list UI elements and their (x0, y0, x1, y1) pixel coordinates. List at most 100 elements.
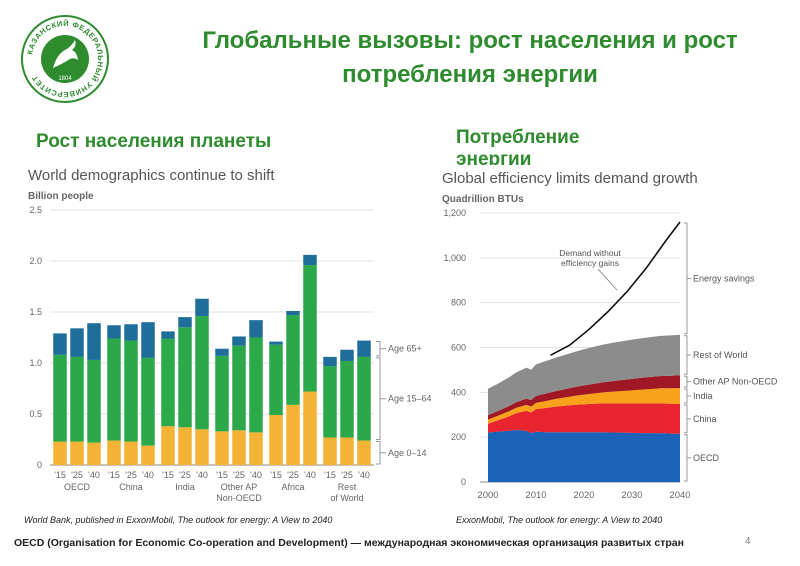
y-axis-label: Quadrillion BTUs (442, 194, 524, 205)
bar-segment (195, 316, 209, 430)
x-tick-label: '15 (324, 470, 336, 480)
bar-segment (178, 427, 192, 465)
bar-segment (340, 349, 354, 361)
y-tick-label: 2.0 (29, 256, 42, 266)
bar-segment (195, 429, 209, 465)
bar-segment (141, 445, 155, 465)
bar-segment (286, 310, 300, 316)
footnote: OECD (Organisation for Economic Co-opera… (14, 537, 684, 549)
energy-chart: Global efficiency limits demand growth Qu… (442, 170, 778, 501)
legend-bracket (684, 222, 691, 335)
bar-segment (340, 437, 354, 465)
legend-label: Age 0–14 (388, 448, 427, 458)
x-tick-label: 2010 (525, 490, 546, 501)
bar-segment (357, 356, 371, 441)
bar-segment (303, 391, 317, 465)
bar-segment (107, 325, 121, 339)
bar-segment (178, 327, 192, 428)
bar-segment (124, 340, 138, 442)
x-tick-label: '25 (179, 470, 191, 480)
area-series (488, 403, 680, 434)
bar-segment (232, 430, 246, 465)
legend-label: OECD (693, 453, 720, 463)
legend-label: Rest of World (693, 350, 747, 360)
left-subtitle: Рост населения планеты (36, 131, 272, 152)
bar-segment (87, 323, 101, 360)
y-tick-label: 600 (451, 343, 466, 353)
bar-segment (323, 437, 337, 465)
bar-segment (232, 345, 246, 431)
bar-segment (53, 441, 67, 465)
legend-bracket (684, 375, 691, 388)
legend-bracket (684, 434, 691, 482)
demand-line-pointer (597, 268, 618, 291)
dragon-icon (53, 40, 78, 68)
bar-segment (70, 328, 84, 357)
x-tick-label: '40 (196, 470, 208, 480)
area-series (488, 334, 680, 416)
legend-bracket (376, 357, 386, 441)
x-tick-label: 2000 (477, 490, 498, 501)
y-axis-label: Billion people (28, 191, 94, 202)
legend-bracket (684, 335, 691, 375)
bar-segment (161, 426, 175, 465)
y-tick-label: 800 (451, 298, 466, 308)
bar-segment (70, 356, 84, 442)
y-tick-label: 0 (37, 460, 42, 470)
bar-segment (53, 354, 67, 442)
legend-bracket (376, 441, 386, 465)
area-series (488, 429, 680, 482)
group-label: India (175, 482, 195, 492)
right-source: ExxonMobil, The outlook for energy: A Vi… (456, 515, 663, 525)
bar-segment (141, 357, 155, 446)
legend-bracket (684, 404, 691, 434)
bar-segment (178, 317, 192, 328)
bar-segment (107, 440, 121, 465)
bar-segment (161, 331, 175, 339)
x-tick-label: '40 (304, 470, 316, 480)
x-tick-label: '15 (108, 470, 120, 480)
energy-savings-label: Energy savings (693, 273, 755, 283)
chart-title: Global efficiency limits demand growth (442, 170, 698, 187)
bar-segment (107, 338, 121, 441)
x-tick-label: '40 (142, 470, 154, 480)
y-tick-label: 1.0 (29, 358, 42, 368)
logo-year: 1804 (58, 76, 72, 82)
page-number: 4 (745, 536, 751, 547)
bar-segment (323, 356, 337, 367)
bar-segment (215, 355, 229, 432)
x-tick-label: '15 (270, 470, 282, 480)
bar-segment (215, 431, 229, 465)
x-tick-label: 2030 (621, 490, 642, 501)
bar-segment (124, 441, 138, 465)
bar-segment (53, 333, 67, 355)
bar-segment (232, 336, 246, 346)
y-tick-label: 1,200 (443, 208, 466, 218)
bar-segment (87, 442, 101, 465)
x-tick-label: '15 (216, 470, 228, 480)
bar-segment (286, 315, 300, 405)
bar-segment (269, 341, 283, 345)
bar-segment (357, 440, 371, 465)
y-tick-label: 1,000 (443, 253, 466, 263)
legend-bracket (684, 388, 691, 404)
group-label: China (119, 482, 143, 492)
demographics-chart: World demographics continue to shift Bill… (28, 167, 432, 503)
bar-segment (269, 344, 283, 416)
bar-segment (340, 360, 354, 438)
x-tick-label: '40 (358, 470, 370, 480)
bar-segment (124, 324, 138, 341)
legend-bracket (376, 341, 386, 357)
x-tick-label: '40 (88, 470, 100, 480)
y-tick-label: 200 (451, 432, 466, 442)
y-tick-label: 0 (461, 477, 466, 487)
group-label: OECD (64, 482, 91, 492)
group-label: Rest of World (330, 482, 363, 503)
x-tick-label: 2040 (669, 490, 690, 501)
y-tick-label: 0.5 (29, 409, 42, 419)
x-tick-label: '25 (341, 470, 353, 480)
university-logo: КАЗАНСКИЙ ФЕДЕРАЛЬНЫЙ УНИВЕРСИТЕТ 1804 (21, 15, 109, 103)
x-tick-label: '15 (54, 470, 66, 480)
legend-label: Age 65+ (388, 344, 422, 354)
area-series (488, 375, 680, 420)
